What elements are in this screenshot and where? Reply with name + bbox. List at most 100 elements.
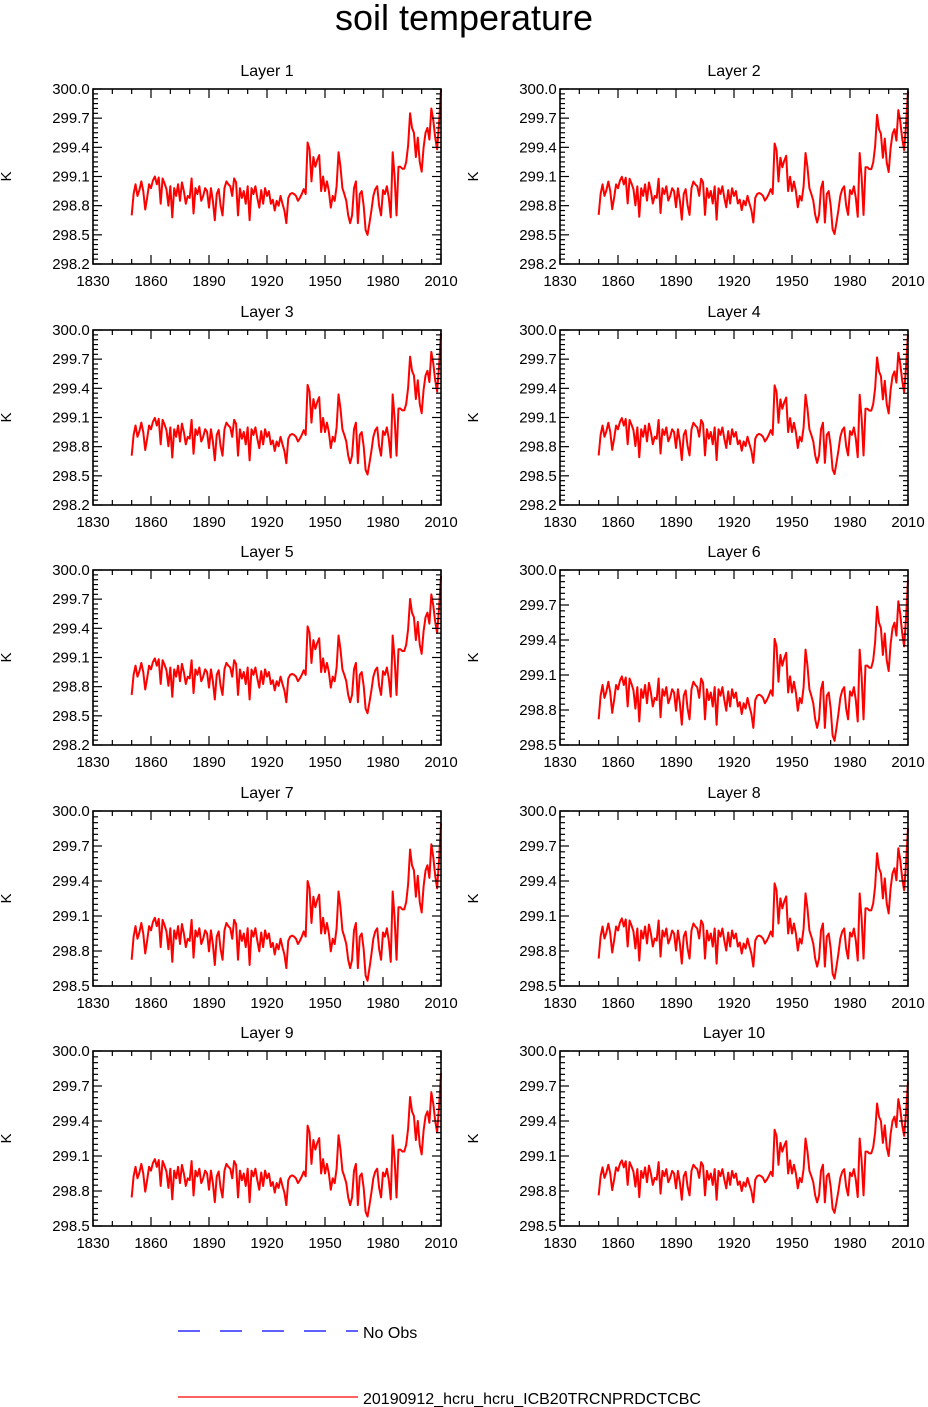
y-tick-label: 299.1 [52, 1148, 90, 1165]
x-tick-label: 1980 [833, 754, 866, 771]
series-line [130, 1072, 442, 1218]
panel-4: Layer 4 1830 1860 1890 1920 1950 1980 2010 298.2… [465, 304, 925, 531]
y-axis-label: K [0, 412, 15, 422]
y-axis-label: K [465, 412, 482, 422]
panel-title: Layer 1 [240, 63, 293, 80]
plot-frame [559, 88, 909, 265]
y-tick-label: 298.5 [52, 468, 90, 485]
y-tick-label: 299.7 [52, 838, 90, 855]
x-tick-label: 1890 [659, 1235, 692, 1252]
y-tick-label: 299.4 [52, 620, 90, 637]
y-tick-label: 299.1 [519, 908, 557, 925]
y-tick-label: 299.4 [519, 873, 557, 890]
series-line [597, 90, 909, 235]
y-tick-label: 299.7 [519, 1078, 557, 1095]
x-tick-label: 1950 [308, 754, 341, 771]
series-line [130, 576, 442, 715]
y-tick-label: 298.8 [519, 702, 557, 719]
y-tick-label: 299.7 [52, 591, 90, 608]
x-tick-label: 1830 [76, 273, 109, 290]
y-tick-label: 299.4 [52, 380, 90, 397]
x-tick-label: 1860 [601, 754, 634, 771]
y-tick-label: 299.4 [519, 139, 557, 156]
y-tick-label: 300.0 [519, 81, 557, 98]
x-tick-label: 1920 [717, 1235, 750, 1252]
series-line [130, 823, 442, 982]
y-tick-label: 299.7 [519, 838, 557, 855]
x-tick-label: 2010 [424, 754, 457, 771]
y-tick-label: 298.2 [519, 497, 557, 514]
x-tick-label: 1860 [134, 273, 167, 290]
y-axis-label: K [465, 1133, 482, 1143]
y-tick-label: 298.8 [519, 198, 557, 215]
y-tick-label: 299.1 [519, 410, 557, 427]
y-tick-label: 298.2 [52, 497, 90, 514]
y-tick-label: 299.1 [519, 667, 557, 684]
panel-5: Layer 5 1830 1860 1890 1920 1950 1980 2010 298.2… [0, 544, 458, 771]
x-tick-label: 1830 [76, 1235, 109, 1252]
panel-9: Layer 9 1830 1860 1890 1920 1950 1980 2010 298.5… [0, 1025, 458, 1252]
x-tick-label: 1890 [192, 754, 225, 771]
x-tick-label: 1890 [659, 754, 692, 771]
plot-frame [92, 88, 442, 265]
y-tick-label: 299.7 [519, 351, 557, 368]
y-tick-label: 299.7 [519, 110, 557, 127]
panel-6: Layer 6 1830 1860 1890 1920 1950 1980 2010 298.5… [465, 544, 925, 771]
x-tick-label: 1920 [717, 754, 750, 771]
y-tick-label: 299.4 [52, 139, 90, 156]
y-tick-label: 300.0 [52, 322, 90, 339]
x-tick-label: 1950 [308, 1235, 341, 1252]
series-line [597, 334, 909, 476]
y-tick-label: 300.0 [519, 1043, 557, 1060]
y-tick-label: 298.5 [52, 1218, 90, 1235]
x-tick-label: 1920 [250, 995, 283, 1012]
panel-7: Layer 7 1830 1860 1890 1920 1950 1980 2010 298.5… [0, 785, 458, 1012]
panel-1: Layer 1 1830 1860 1890 1920 1950 1980 2010 298.2… [0, 63, 458, 290]
y-tick-label: 299.7 [52, 1078, 90, 1095]
x-tick-label: 1890 [192, 514, 225, 531]
y-tick-label: 298.8 [52, 439, 90, 456]
plot-frame [92, 1050, 442, 1227]
x-tick-label: 1890 [659, 273, 692, 290]
y-tick-label: 298.8 [52, 1183, 90, 1200]
x-tick-label: 1950 [775, 1235, 808, 1252]
y-axis-label: K [0, 893, 15, 903]
y-tick-label: 298.5 [52, 227, 90, 244]
y-tick-label: 299.4 [519, 380, 557, 397]
x-tick-label: 1830 [543, 754, 576, 771]
legend-obs-label: No Obs [363, 1325, 417, 1342]
x-tick-label: 2010 [424, 273, 457, 290]
x-tick-label: 1980 [366, 514, 399, 531]
y-tick-label: 299.1 [52, 169, 90, 186]
y-tick-label: 299.7 [52, 351, 90, 368]
series-line [597, 1081, 909, 1214]
x-tick-label: 1950 [775, 754, 808, 771]
x-tick-label: 1830 [76, 995, 109, 1012]
y-tick-label: 299.1 [52, 650, 90, 667]
y-tick-label: 298.8 [519, 1183, 557, 1200]
y-tick-label: 298.5 [519, 468, 557, 485]
panel-title: Layer 5 [240, 544, 293, 561]
x-tick-label: 1890 [659, 995, 692, 1012]
y-tick-label: 298.5 [519, 1218, 557, 1235]
panel-title: Layer 7 [240, 785, 293, 802]
series-line [597, 828, 909, 980]
x-tick-label: 2010 [891, 273, 924, 290]
y-tick-label: 299.1 [519, 169, 557, 186]
panel-title: Layer 10 [703, 1025, 765, 1042]
y-tick-label: 298.2 [52, 737, 90, 754]
y-axis-label: K [0, 1133, 15, 1143]
y-tick-label: 299.1 [519, 1148, 557, 1165]
y-tick-label: 298.5 [519, 978, 557, 995]
x-tick-label: 1860 [601, 1235, 634, 1252]
x-tick-label: 1830 [543, 995, 576, 1012]
x-tick-label: 1920 [717, 273, 750, 290]
x-tick-label: 1920 [250, 754, 283, 771]
x-tick-label: 1950 [775, 514, 808, 531]
panel-3: Layer 3 1830 1860 1890 1920 1950 1980 2010 298.2… [0, 304, 458, 531]
y-tick-label: 299.7 [52, 110, 90, 127]
panel-10: Layer 10 1830 1860 1890 1920 1950 1980 2010 298.… [465, 1025, 925, 1252]
legend: No Obs 20190912_hcru_hcru_ICB20TRCNPRDCTC… [178, 1325, 701, 1407]
x-tick-label: 1890 [192, 273, 225, 290]
x-tick-label: 1860 [134, 514, 167, 531]
